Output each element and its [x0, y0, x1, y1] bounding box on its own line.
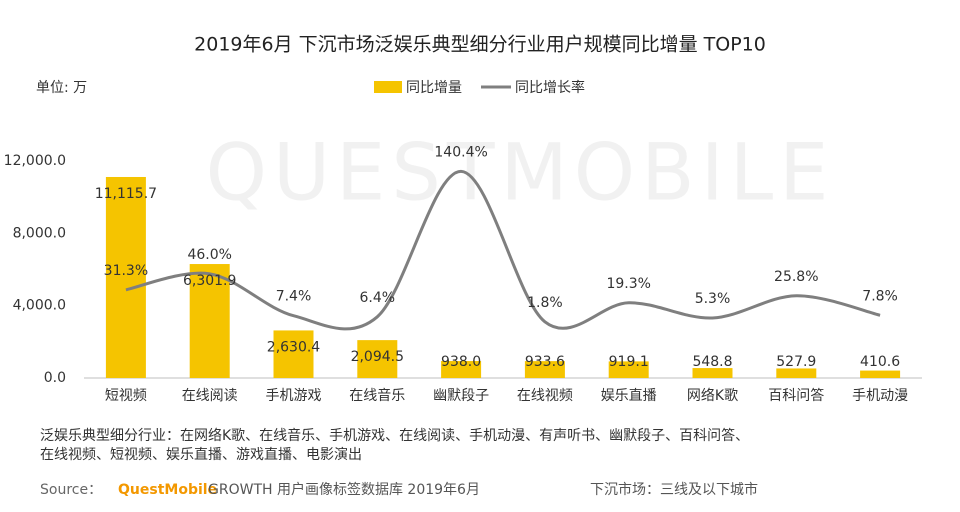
line — [125, 169, 881, 331]
data-label: 548.8 — [692, 354, 732, 370]
data-label: 2,630.4 — [267, 339, 321, 355]
data-label: 6.4% — [360, 290, 396, 306]
unit-label: 单位: 万 — [36, 80, 87, 96]
bar — [273, 330, 314, 378]
data-label: 919.1 — [609, 354, 649, 370]
bar — [860, 370, 901, 378]
data-label: 410.6 — [860, 354, 900, 370]
legend-swatch — [374, 81, 402, 93]
y-tick-label: 12,000.0 — [4, 153, 66, 169]
data-label: 2,094.5 — [351, 349, 404, 365]
x-tick-label: 在线阅读 — [182, 387, 238, 404]
legend-label: 同比增长率 — [515, 79, 585, 96]
bar — [692, 368, 733, 378]
data-label: 938.0 — [441, 354, 481, 370]
note: 在线视频、短视频、娱乐直播、游戏直播、电影演出 — [40, 446, 362, 463]
x-tick-label: 网络K歌 — [687, 388, 738, 404]
source-label: Source： — [40, 482, 102, 498]
data-label: 31.3% — [104, 263, 148, 279]
data-label: 140.4% — [434, 144, 487, 160]
data-label: 7.4% — [276, 289, 312, 305]
x-tick-label: 幽默段子 — [433, 388, 489, 404]
data-label: 933.6 — [525, 354, 565, 370]
note: 泛娱乐典型细分行业：在网络K歌、在线音乐、手机游戏、在线阅读、手机动漫、有声听书… — [40, 427, 749, 444]
data-label: 7.8% — [862, 288, 898, 304]
chart-title: 2019年6月 下沉市场泛娱乐典型细分行业用户规模同比增量 TOP10 — [194, 34, 766, 56]
data-label: 5.3% — [695, 291, 731, 307]
source-note: 下沉市场：三线及以下城市 — [590, 481, 758, 498]
data-label: 527.9 — [776, 354, 816, 370]
x-tick-label: 手机游戏 — [266, 388, 322, 404]
x-tick-label: 手机动漫 — [852, 388, 908, 404]
data-label: 6,301.9 — [183, 273, 236, 289]
data-label: 46.0% — [187, 247, 231, 263]
y-tick-label: 0.0 — [44, 370, 66, 386]
x-tick-label: 百科问答 — [768, 387, 824, 404]
bar — [776, 368, 817, 378]
source-brand: QuestMobile — [118, 482, 217, 498]
watermark: QUESTMOBILE — [206, 128, 835, 218]
data-label: 25.8% — [774, 269, 818, 285]
bar — [441, 361, 482, 378]
bar — [357, 340, 398, 378]
y-tick-label: 8,000.0 — [13, 225, 66, 241]
bar — [524, 361, 565, 378]
bar — [189, 264, 230, 378]
data-label: 19.3% — [606, 276, 650, 292]
x-tick-label: 短视频 — [105, 388, 147, 404]
x-tick-label: 娱乐直播 — [601, 387, 657, 404]
y-tick-label: 4,000.0 — [13, 298, 66, 314]
bar — [105, 176, 146, 378]
x-tick-label: 在线音乐 — [349, 387, 405, 404]
source-text: GROWTH 用户画像标签数据库 2019年6月 — [208, 481, 480, 498]
x-tick-label: 在线视频 — [517, 388, 573, 404]
data-label: 1.8% — [527, 295, 563, 311]
data-label: 11,115.7 — [95, 186, 157, 202]
bar — [608, 361, 649, 378]
legend-label: 同比增量 — [406, 80, 462, 96]
